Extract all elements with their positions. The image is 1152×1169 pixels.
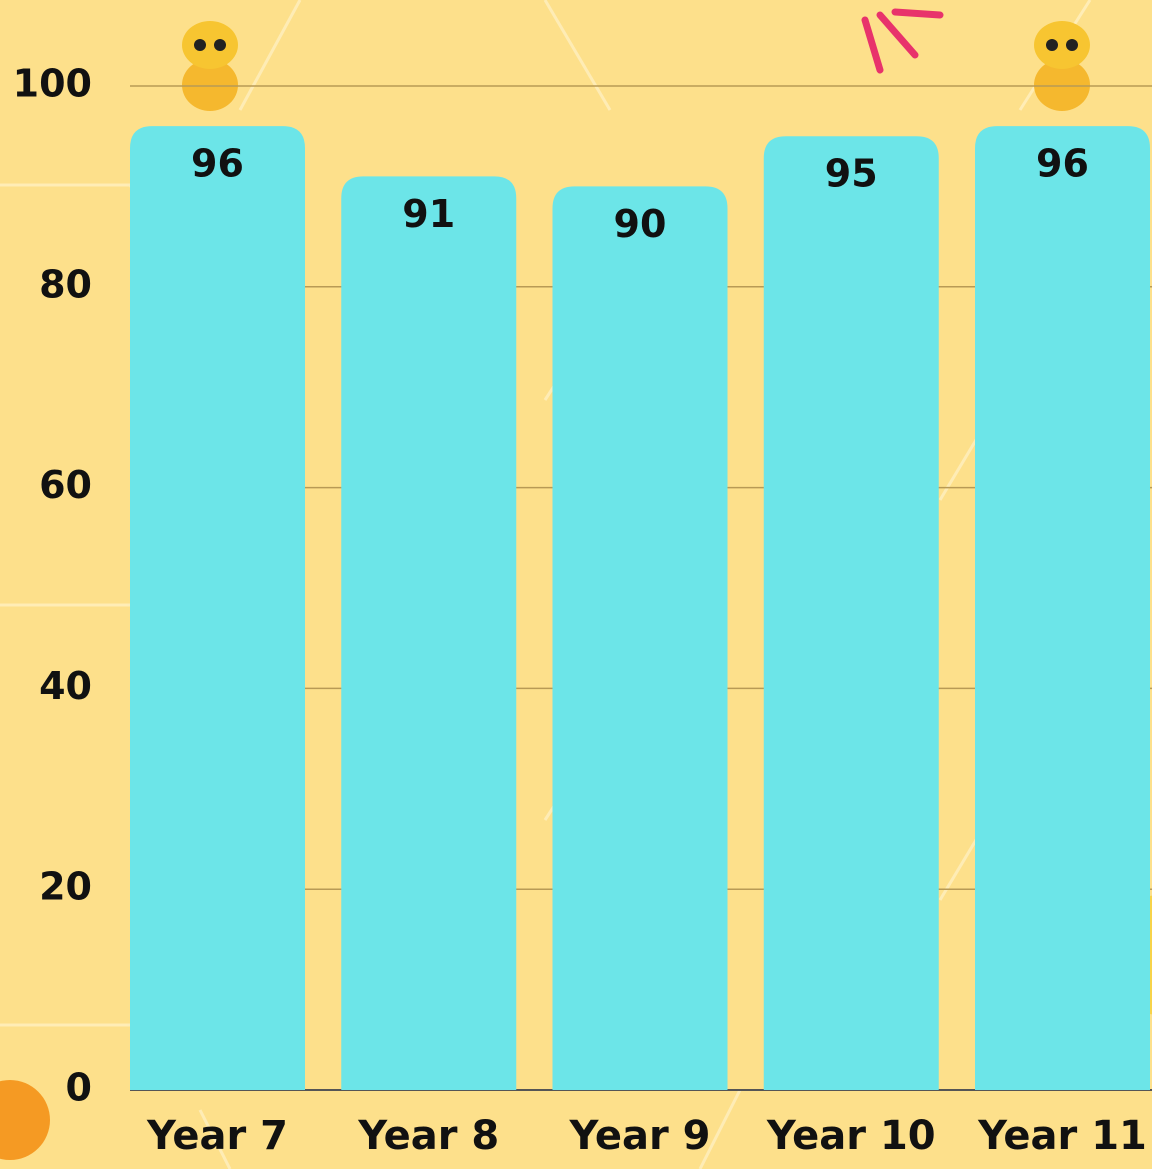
y-tick-label: 80 (39, 262, 92, 306)
bar (975, 126, 1150, 1090)
value-label: 95 (825, 152, 878, 196)
x-tick-label: Year 7 (146, 1113, 288, 1159)
bar (764, 136, 939, 1090)
y-tick-label: 60 (39, 463, 92, 507)
bar (341, 176, 516, 1090)
x-tick-label: Year 11 (977, 1113, 1147, 1159)
bar (553, 186, 728, 1090)
value-label: 96 (191, 142, 244, 186)
y-tick-label: 40 (39, 664, 92, 708)
chart: 0 20 40 60 80 100 96 Year 7 91 Year 8 90 Year 9 95 Ye… (0, 0, 1152, 1169)
value-label: 91 (402, 192, 455, 236)
x-tick-label: Year 10 (766, 1113, 936, 1159)
x-tick-label: Year 9 (569, 1113, 711, 1159)
x-tick-label: Year 8 (357, 1113, 499, 1159)
bar (130, 126, 305, 1090)
y-tick-label: 20 (39, 865, 92, 909)
value-label: 96 (1036, 142, 1089, 186)
y-tick-label: 0 (66, 1066, 92, 1110)
value-label: 90 (614, 202, 667, 246)
y-tick-label: 100 (13, 62, 92, 106)
